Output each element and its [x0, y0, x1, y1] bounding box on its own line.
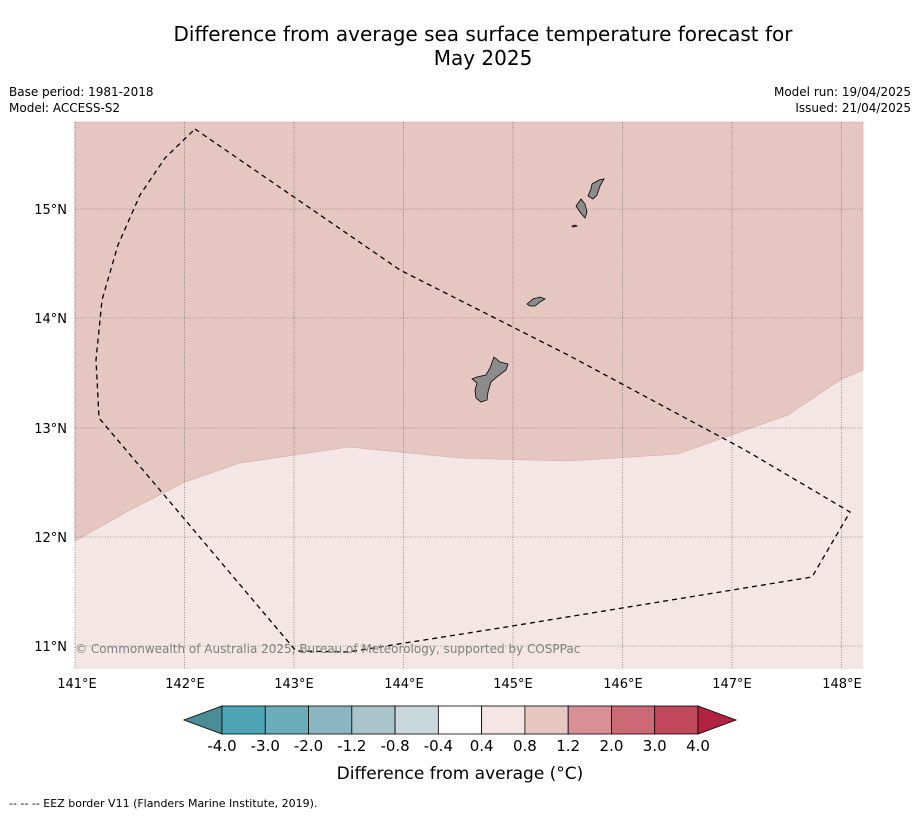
colorbar-cell [524, 705, 569, 735]
colorbar-tick-label: -0.8 [380, 737, 410, 755]
region-higher-anomaly [74, 121, 864, 542]
colorbar-tick-label: 0.4 [469, 737, 494, 755]
colorbar-tick-label: 1.2 [556, 737, 581, 755]
colorbar-tick-label: -2.0 [293, 737, 324, 755]
colorbar-tick-label: 0.8 [512, 737, 537, 755]
latitude-labels: 11°N 12°N 13°N 14°N 15°N [34, 203, 67, 655]
colorbar-cell [351, 705, 396, 735]
colorbar-cell [611, 705, 656, 735]
longitude-labels: 141°E 142°E 143°E 144°E 145°E 146°E 147°… [57, 677, 862, 692]
tinian-island [575, 198, 588, 219]
colorbar-cells [221, 705, 699, 735]
colorbar-tick-label: -1.2 [337, 737, 367, 755]
colorbar-extend-right [697, 705, 738, 735]
lat-label-12: 12°N [34, 531, 67, 546]
title-line-1: Difference from average sea surface temp… [173, 22, 793, 46]
colorbar [182, 705, 738, 735]
colorbar-cell [481, 705, 526, 735]
eez-border [95, 128, 851, 653]
colorbar-title: Difference from average (°C) [336, 764, 584, 784]
aguijan-island [571, 224, 579, 228]
eez-legend: -- -- -- EEZ border V11 (Flanders Marine… [9, 797, 318, 810]
lon-label-141: 141°E [57, 677, 97, 692]
copyright-notice: © Commonwealth of Australia 2025, Bureau… [75, 642, 581, 656]
colorbar-cell [394, 705, 439, 735]
lon-label-144: 144°E [384, 677, 424, 692]
title-line-2: May 2025 [433, 46, 533, 70]
colorbar-cell [654, 705, 699, 735]
model-name: Model: ACCESS-S2 [9, 101, 121, 115]
colorbar-cell [308, 705, 353, 735]
colorbar-cell [264, 705, 309, 735]
meta-right: Model run: 19/04/2025 Issued: 21/04/2025 [774, 84, 911, 116]
colorbar-cell [437, 705, 483, 735]
colorbar-tick-label: 2.0 [599, 737, 624, 755]
colorbar-extend-left [182, 705, 223, 735]
lon-label-147: 147°E [712, 677, 752, 692]
map-title: Difference from average sea surface temp… [0, 22, 919, 70]
lat-label-15: 15°N [34, 203, 67, 218]
guam-island [471, 356, 509, 403]
colorbar-tick-label: 3.0 [642, 737, 667, 755]
lon-label-143: 143°E [274, 677, 314, 692]
meta-left: Base period: 1981-2018 Model: ACCESS-S2 [9, 84, 154, 116]
model-run: Model run: 19/04/2025 [773, 85, 911, 99]
colorbar-tick-label: 4.0 [686, 737, 710, 755]
colorbar-tick-label: -3.0 [250, 737, 280, 755]
graticule [74, 122, 863, 669]
land-masses [471, 178, 605, 403]
rota-island [526, 296, 546, 307]
colorbar-tick-label: -4.0 [207, 737, 237, 755]
lon-label-148: 148°E [822, 677, 862, 692]
lon-label-146: 146°E [603, 677, 643, 692]
colorbar-tick-label: -0.4 [423, 737, 453, 755]
colorbar-cell [221, 705, 266, 735]
colorbar-cell [567, 705, 612, 735]
lat-label-13: 13°N [34, 422, 67, 437]
lon-label-145: 145°E [493, 677, 533, 692]
lat-label-14: 14°N [34, 312, 67, 327]
issued-date: Issued: 21/04/2025 [795, 101, 911, 115]
saipan-island [587, 178, 605, 200]
base-period: Base period: 1981-2018 [9, 85, 154, 99]
lon-label-142: 142°E [165, 677, 205, 692]
lat-label-11: 11°N [34, 640, 67, 655]
